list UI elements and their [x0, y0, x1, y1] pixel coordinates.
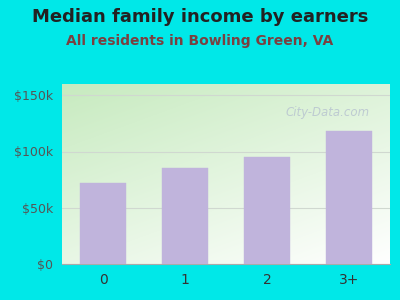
Text: City-Data.com: City-Data.com — [285, 106, 369, 119]
Bar — [244, 157, 290, 264]
Bar — [162, 168, 208, 264]
Bar — [80, 183, 126, 264]
Text: All residents in Bowling Green, VA: All residents in Bowling Green, VA — [66, 34, 334, 49]
Bar — [326, 131, 372, 264]
Text: Median family income by earners: Median family income by earners — [32, 8, 368, 26]
